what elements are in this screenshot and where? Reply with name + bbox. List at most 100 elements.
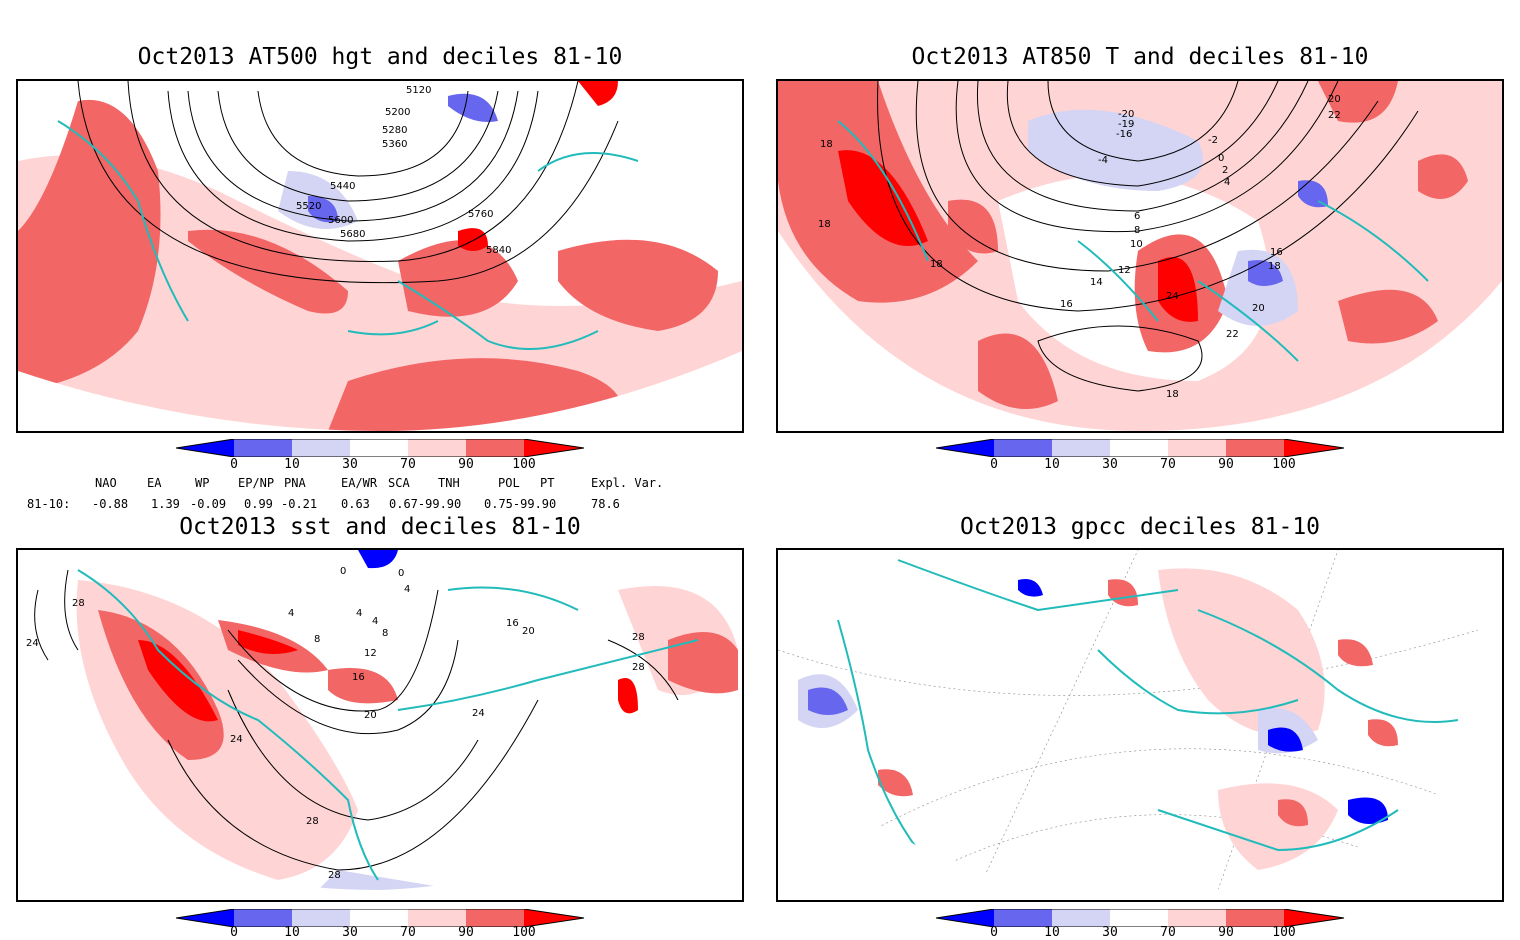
map-sst-svg: 28 24 0 0 4 4 8 12 16 20 24 24 28 28 28 … (26, 550, 738, 890)
colorbar-swatch-deep-red (524, 439, 584, 457)
contour-label: 24 (1166, 291, 1179, 302)
decile-area-light-red (1218, 783, 1338, 870)
decile-area-deep-blue (1018, 579, 1043, 597)
colorbar-tick-label: 30 (1102, 925, 1118, 940)
contour-label: 4 (356, 608, 362, 619)
colorbar-tick-label: 0 (230, 457, 238, 472)
contour-t850 (955, 81, 1339, 233)
contour-sst (167, 699, 539, 871)
panel-title-sst: Oct2013 sst and deciles 81-10 (179, 514, 581, 540)
contour-label: 5680 (340, 229, 365, 240)
colorbar-outline (176, 439, 585, 457)
colorbar-tick-label: 90 (458, 925, 474, 940)
colorbar-tick-label: 10 (1044, 457, 1060, 472)
colorbar-tick-label: 70 (1160, 457, 1176, 472)
tele-value-pna: -0.21 (281, 497, 318, 511)
tele-value-ep-np: 0.99 (244, 497, 273, 511)
tele-header-ea-wr: EA/WR (341, 476, 378, 490)
colorbar-swatch-light-blue (1052, 439, 1110, 457)
contour-label: 10 (1130, 239, 1143, 250)
decile-area-deep-red (238, 630, 298, 654)
coastline (57, 120, 639, 350)
colorbar-swatch-mid-blue (994, 439, 1052, 457)
contour-label: 18 (930, 259, 943, 270)
decile-area-deep-red (618, 678, 638, 714)
contour-hgt (127, 81, 579, 262)
contour-sst (227, 589, 439, 712)
colorbar-swatches (936, 909, 1345, 927)
contour-sst (227, 689, 479, 821)
contour-label: -16 (1116, 129, 1132, 140)
colorbar-tick-label: 10 (1044, 925, 1060, 940)
decile-area-mid-red (1418, 154, 1468, 199)
decile-area-mid-red (1278, 799, 1308, 827)
contour-label: 12 (1118, 265, 1131, 276)
contour-label: 4 (372, 616, 378, 627)
coastline (897, 559, 1459, 723)
colorbar-swatch-deep-red (1284, 909, 1344, 927)
contour-label: 18 (818, 219, 831, 230)
colorbar-swatches (936, 439, 1345, 457)
colorbar-bottom-left: 0 10 30 70 90 100 (176, 909, 586, 940)
tele-header-expl-var: Expl. Var. (591, 476, 664, 490)
colorbar-swatch-light-red (408, 909, 466, 927)
tele-header-pt: PT (540, 476, 555, 490)
map-t850-svg: -20 -19 -16 -4 -2 0 2 4 6 8 10 12 14 16 … (778, 81, 1502, 431)
decile-area-light-blue (1218, 249, 1298, 326)
decile-area-mid-blue (808, 687, 848, 715)
contour-label: 16 (352, 672, 365, 683)
contour-label: 0 (398, 568, 404, 579)
contour-label: 16 (1060, 299, 1073, 310)
contour-label: 5200 (385, 107, 410, 118)
colorbar-swatch-mid-red (1226, 909, 1284, 927)
colorbar-swatch-light-red (1168, 439, 1226, 457)
contour-label: 4 (404, 584, 410, 595)
contour-label: 5840 (486, 245, 511, 256)
tele-value-ea: 1.39 (151, 497, 180, 511)
panel-title-hgt500: Oct2013 AT500 hgt and deciles 81-10 (137, 44, 623, 70)
decile-area-deep-red (838, 150, 928, 246)
colorbar-tick-label: 10 (284, 457, 300, 472)
decile-area-mid-red (878, 769, 913, 797)
colorbar-tick-label: 70 (1160, 925, 1176, 940)
colorbar-tick-label: 100 (512, 925, 536, 940)
contour-label: 0 (340, 566, 346, 577)
decile-area-deep-red (578, 81, 618, 106)
decile-area-mid-red (558, 239, 718, 331)
map-gpcc-svg (778, 550, 1479, 891)
decile-area-deep-red (138, 640, 218, 722)
colorbar-tick-label: 70 (400, 457, 416, 472)
decile-area-mid-blue (448, 93, 498, 122)
panel-title-gpcc: Oct2013 gpcc deciles 81-10 (959, 514, 1321, 540)
contour-t850 (1006, 81, 1279, 187)
colorbar-tick-label: 100 (1272, 457, 1296, 472)
colorbar-swatch-mid-red (466, 439, 524, 457)
colorbar-bottom-right: 0 10 30 70 90 100 (936, 909, 1346, 940)
contour-t850 (877, 81, 1419, 312)
decile-area-mid-red (978, 333, 1058, 409)
tele-header-tnh: TNH (438, 476, 460, 490)
colorbar-tick-label: 30 (342, 457, 358, 472)
contour-label: 4 (1224, 177, 1230, 188)
contour-label: 14 (1090, 277, 1103, 288)
contour-t850 (1037, 325, 1203, 392)
contour-label: 22 (1328, 110, 1341, 121)
contour-label: 8 (382, 628, 388, 639)
contour-sst (34, 589, 49, 661)
contour-label: 28 (306, 816, 319, 827)
colorbar-top-right: 0 10 30 70 90 100 (936, 439, 1346, 477)
contour-label: 20 (364, 710, 377, 721)
colorbar-tick-label: 90 (1218, 925, 1234, 940)
colorbar-swatch-mid-red (1226, 439, 1284, 457)
colorbar-swatch-light-blue (292, 439, 350, 457)
colorbar-swatch-light-blue (292, 909, 350, 927)
contour-sst (607, 639, 679, 701)
decile-area-mid-blue (1248, 260, 1283, 286)
colorbar-swatch-light-red (1168, 909, 1226, 927)
colorbar-swatch-white (350, 909, 408, 927)
tele-header-wp: WP (195, 476, 210, 490)
map-hgt500-svg: 5120 5200 5280 5360 5440 5520 5600 5680 … (18, 81, 742, 431)
map-panel-gpcc (776, 548, 1504, 902)
decile-area-mid-red (948, 199, 998, 254)
contour-label: 4 (288, 608, 294, 619)
